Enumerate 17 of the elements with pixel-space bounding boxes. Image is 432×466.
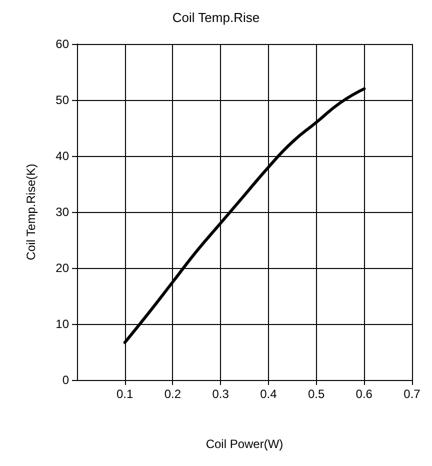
y-tick-label: 60 [56, 37, 70, 51]
x-axis-title: Coil Power(W) [206, 437, 284, 451]
y-tick-label: 10 [56, 317, 70, 331]
y-tick-label: 40 [56, 149, 70, 163]
x-tick-label: 0.1 [116, 387, 134, 401]
y-tick-label: 30 [56, 205, 70, 219]
x-tick-label: 0.4 [260, 387, 278, 401]
x-tick-label: 0.2 [164, 387, 182, 401]
x-tick-label: 0.5 [308, 387, 325, 401]
chart-title: Coil Temp.Rise [172, 10, 260, 25]
y-axis-title: Coil Temp.Rise(K) [24, 164, 38, 260]
y-tick-label: 50 [56, 93, 70, 107]
x-tick-label: 0.3 [212, 387, 230, 401]
x-tick-label: 0.6 [356, 387, 373, 401]
y-tick-label: 20 [56, 261, 70, 275]
x-tick-label: 0.7 [404, 387, 421, 401]
y-tick-label: 0 [62, 373, 70, 387]
